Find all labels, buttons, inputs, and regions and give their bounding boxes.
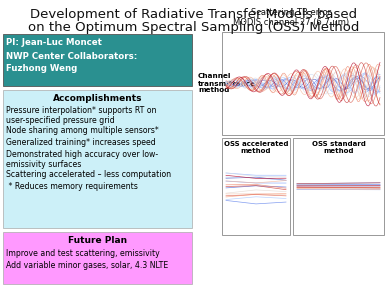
FancyBboxPatch shape xyxy=(3,232,192,284)
FancyBboxPatch shape xyxy=(222,32,384,135)
Text: Channel
transmittance
method: Channel transmittance method xyxy=(198,74,256,94)
Text: Development of Radiative Transfer Models based: Development of Radiative Transfer Models… xyxy=(30,8,358,21)
Text: Generalized training* increases speed: Generalized training* increases speed xyxy=(6,138,156,147)
Text: on the Optimum Spectral Sampling (OSS) Method: on the Optimum Spectral Sampling (OSS) M… xyxy=(28,21,360,34)
Text: Scattering accelerated – less computation: Scattering accelerated – less computatio… xyxy=(6,170,171,179)
Text: OSS standard
method: OSS standard method xyxy=(312,141,365,154)
FancyBboxPatch shape xyxy=(222,138,290,235)
Text: Improve and test scattering, emissivity: Improve and test scattering, emissivity xyxy=(6,249,160,258)
Text: Node sharing among multiple sensors*: Node sharing among multiple sensors* xyxy=(6,126,159,135)
Text: Fuzhong Weng: Fuzhong Weng xyxy=(6,64,77,73)
Text: Add variable minor gases, solar, 4.3 NLTE: Add variable minor gases, solar, 4.3 NLT… xyxy=(6,261,168,270)
Text: Accomplishments: Accomplishments xyxy=(53,94,142,103)
Text: Future Plan: Future Plan xyxy=(68,236,127,245)
FancyBboxPatch shape xyxy=(3,34,192,86)
Text: NWP Center Collaborators:: NWP Center Collaborators: xyxy=(6,52,137,61)
Text: OSS accelerated
method: OSS accelerated method xyxy=(224,141,288,154)
FancyBboxPatch shape xyxy=(3,90,192,228)
Text: * Reduces memory requirements: * Reduces memory requirements xyxy=(6,182,138,191)
Text: PI: Jean-Luc Moncet: PI: Jean-Luc Moncet xyxy=(6,38,102,47)
FancyBboxPatch shape xyxy=(293,138,384,235)
Text: Pressure interpolation* supports RT on
user-specified pressure grid: Pressure interpolation* supports RT on u… xyxy=(6,106,156,125)
Text: Demonstrated high accuracy over low-
emissivity surfaces: Demonstrated high accuracy over low- emi… xyxy=(6,150,158,170)
Text: Scattering TB error
MODIS channel 27 (6.7 μm): Scattering TB error MODIS channel 27 (6.… xyxy=(233,8,349,27)
